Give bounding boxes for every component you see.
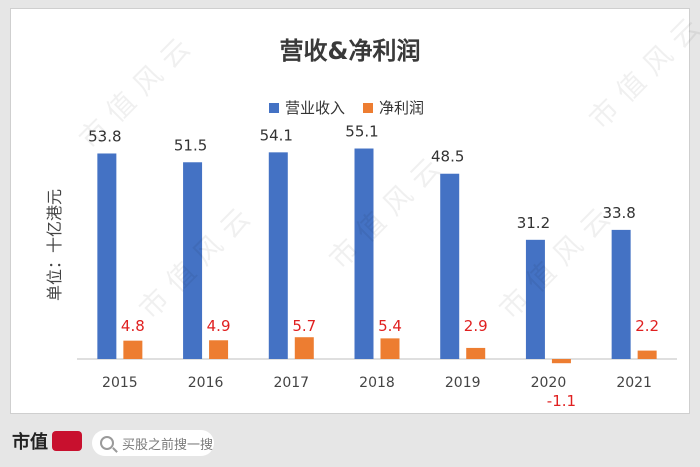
bar-revenue xyxy=(183,162,203,359)
legend-label-profit: 净利润 xyxy=(379,99,425,117)
data-label-revenue: 54.1 xyxy=(260,126,293,144)
chart-canvas: 53.8 4.8 2015 51.5 4.9 2016 54.1 5.7 2017 55.1 5.4… xyxy=(77,123,677,410)
bar-profit xyxy=(466,347,486,359)
data-label-profit: -1.1 xyxy=(547,392,576,410)
data-label-profit: 4.9 xyxy=(207,317,231,335)
legend-swatch-revenue xyxy=(269,102,279,113)
bar-profit xyxy=(294,337,314,359)
search-icon xyxy=(100,436,114,450)
x-tick-label: 2017 xyxy=(273,375,309,391)
x-tick-label: 2015 xyxy=(102,375,138,391)
bar-profit xyxy=(123,340,143,359)
x-tick-label: 2016 xyxy=(188,375,224,391)
logo-text: 市值 xyxy=(12,432,48,453)
data-label-revenue: 33.8 xyxy=(602,204,635,222)
x-tick-label: 2019 xyxy=(445,375,481,391)
chart-legend: 营业收入 净利润 xyxy=(269,97,434,118)
bar-revenue xyxy=(440,173,460,359)
data-label-revenue: 55.1 xyxy=(345,123,378,141)
chart-card: 53.8 4.8 2015 51.5 4.9 2016 54.1 5.7 2017 55.1 5.4… xyxy=(10,5,700,414)
data-label-revenue: 51.5 xyxy=(174,136,207,154)
legend-label-revenue: 营业收入 xyxy=(285,99,346,117)
footer-bar: 市值 买股之前搜一搜 xyxy=(0,418,700,467)
data-label-profit: 4.8 xyxy=(121,317,145,335)
y-axis-label: 单位：十亿港元 xyxy=(45,188,64,301)
data-label-revenue: 48.5 xyxy=(431,148,464,166)
bar-profit xyxy=(209,340,229,359)
search-placeholder: 买股之前搜一搜 xyxy=(122,437,214,453)
legend-item-revenue: 营业收入 xyxy=(269,97,345,118)
brand-logo[interactable]: 市值 xyxy=(12,428,82,454)
x-tick-label: 2020 xyxy=(531,375,567,391)
x-tick-label: 2018 xyxy=(359,375,395,391)
bar-revenue xyxy=(97,153,117,359)
data-label-profit: 5.4 xyxy=(378,317,402,335)
search-box[interactable]: 买股之前搜一搜 xyxy=(92,430,214,456)
legend-swatch-profit xyxy=(363,102,374,113)
bar-profit xyxy=(637,350,657,359)
bar-profit xyxy=(551,359,571,364)
chart-title: 营收&净利润 xyxy=(279,37,421,65)
x-tick-label: 2021 xyxy=(616,375,652,391)
bar-revenue xyxy=(268,152,288,359)
data-label-revenue: 31.2 xyxy=(517,214,550,232)
bar-revenue xyxy=(611,229,631,359)
bar-profit xyxy=(380,338,400,359)
data-label-profit: 5.7 xyxy=(292,317,316,335)
data-label-profit: 2.2 xyxy=(635,317,659,335)
data-label-profit: 2.9 xyxy=(464,317,488,335)
bar-revenue xyxy=(525,239,545,359)
logo-mark-icon xyxy=(52,431,82,451)
legend-item-profit: 净利润 xyxy=(363,97,424,118)
bar-revenue xyxy=(354,148,374,359)
data-label-revenue: 53.8 xyxy=(88,127,121,145)
